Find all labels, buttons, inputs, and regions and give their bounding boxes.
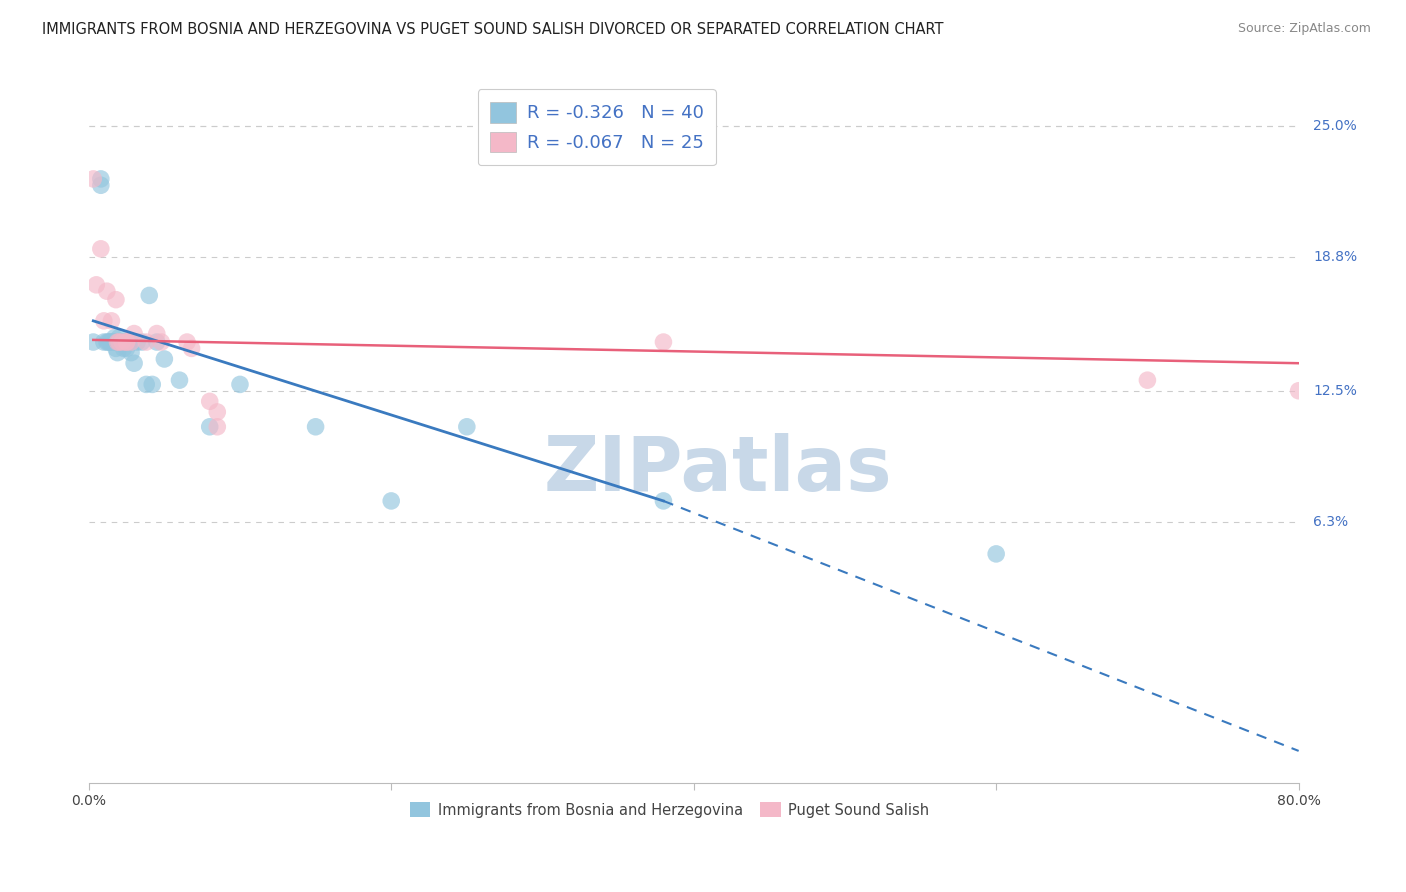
Point — [117, 334, 139, 349]
Point — [180, 342, 202, 356]
Point — [111, 334, 134, 349]
Point — [229, 377, 252, 392]
Point — [100, 334, 122, 349]
Point — [96, 334, 118, 349]
Point — [104, 334, 127, 349]
Point — [122, 356, 145, 370]
Point — [135, 377, 157, 392]
Point — [97, 334, 120, 349]
Text: IMMIGRANTS FROM BOSNIA AND HERZEGOVINA VS PUGET SOUND SALISH DIVORCED OR SEPARAT: IMMIGRANTS FROM BOSNIA AND HERZEGOVINA V… — [42, 22, 943, 37]
Point — [90, 242, 112, 256]
Point — [82, 334, 104, 349]
Point — [90, 178, 112, 193]
Point — [120, 334, 142, 349]
Legend: Immigrants from Bosnia and Herzegovina, Puget Sound Salish: Immigrants from Bosnia and Herzegovina, … — [402, 795, 936, 825]
Point — [115, 334, 138, 349]
Point — [108, 334, 131, 349]
Point — [652, 334, 675, 349]
Point — [176, 334, 198, 349]
Point — [103, 331, 125, 345]
Point — [90, 172, 112, 186]
Point — [1288, 384, 1310, 398]
Text: ZIPatlas: ZIPatlas — [544, 434, 893, 508]
Point — [107, 334, 129, 349]
Point — [104, 293, 127, 307]
Point — [986, 547, 1008, 561]
Point — [146, 334, 169, 349]
Point — [138, 288, 160, 302]
Point — [82, 172, 104, 186]
Point — [141, 377, 163, 392]
Point — [131, 334, 153, 349]
Point — [112, 342, 135, 356]
Point — [456, 419, 478, 434]
Point — [115, 342, 138, 356]
Point — [107, 345, 129, 359]
Point — [96, 284, 118, 298]
Point — [114, 334, 136, 349]
Point — [122, 326, 145, 341]
Point — [101, 334, 124, 349]
Point — [93, 334, 115, 349]
Text: 18.8%: 18.8% — [1313, 251, 1357, 264]
Text: 12.5%: 12.5% — [1313, 384, 1357, 398]
Point — [146, 326, 169, 341]
Point — [111, 334, 134, 349]
Text: 6.3%: 6.3% — [1313, 515, 1348, 529]
Point — [107, 334, 129, 349]
Point — [380, 494, 402, 508]
Point — [652, 494, 675, 508]
Point — [108, 331, 131, 345]
Point — [120, 345, 142, 359]
Point — [1136, 373, 1159, 387]
Point — [198, 419, 221, 434]
Point — [104, 342, 127, 356]
Point — [207, 405, 229, 419]
Point — [100, 314, 122, 328]
Point — [207, 419, 229, 434]
Point — [115, 334, 138, 349]
Point — [135, 334, 157, 349]
Point — [93, 314, 115, 328]
Point — [98, 334, 121, 349]
Point — [153, 351, 176, 366]
Point — [304, 419, 326, 434]
Text: Source: ZipAtlas.com: Source: ZipAtlas.com — [1237, 22, 1371, 36]
Point — [84, 277, 107, 292]
Point — [108, 334, 131, 349]
Point — [198, 394, 221, 409]
Point — [169, 373, 191, 387]
Point — [150, 334, 173, 349]
Point — [127, 334, 149, 349]
Point — [110, 334, 132, 349]
Point — [118, 334, 141, 349]
Text: 25.0%: 25.0% — [1313, 119, 1357, 133]
